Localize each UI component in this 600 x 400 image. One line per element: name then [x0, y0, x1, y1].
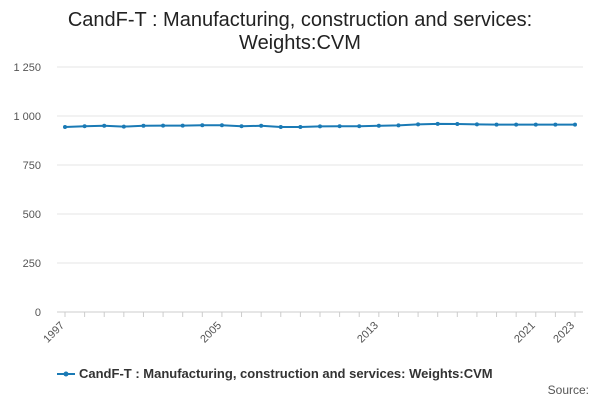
data-point[interactable] [357, 124, 362, 129]
x-tick-label: 2023 [551, 320, 577, 346]
legend-point-marker [63, 371, 69, 377]
y-tick-label: 750 [23, 160, 41, 172]
data-point[interactable] [553, 122, 558, 127]
data-point[interactable] [239, 124, 244, 129]
gridlines [57, 66, 583, 313]
x-tick-label: 1997 [41, 320, 67, 346]
data-point[interactable] [82, 124, 87, 129]
y-tick-label: 500 [23, 209, 41, 221]
data-point[interactable] [573, 122, 577, 127]
data-point[interactable] [435, 121, 440, 126]
x-tick-label: 2005 [198, 320, 224, 346]
x-tick-label: 2013 [355, 320, 381, 346]
data-point[interactable] [474, 122, 479, 127]
data-point[interactable] [533, 122, 538, 127]
data-point[interactable] [200, 123, 205, 128]
legend[interactable]: CandF-T : Manufacturing, construction an… [57, 366, 493, 381]
y-tick-label: 250 [23, 258, 41, 270]
data-point[interactable] [396, 123, 401, 128]
chart-title-line-2: Weights:CVM [239, 32, 361, 54]
data-point[interactable] [121, 124, 126, 129]
data-point[interactable] [416, 122, 421, 127]
data-point[interactable] [259, 123, 264, 128]
data-point[interactable] [180, 123, 185, 128]
data-point[interactable] [455, 122, 460, 127]
data-point[interactable] [102, 123, 107, 128]
data-point[interactable] [219, 123, 224, 128]
x-tick-label: 2021 [512, 320, 538, 346]
y-tick-label: 0 [35, 307, 41, 319]
data-point[interactable] [318, 124, 322, 129]
axes: 0 250 500 750 1 000 1 250 1997 2005 2013 2021 2023 [13, 62, 583, 345]
data-point[interactable] [298, 124, 303, 129]
y-tick-label: 1 250 [13, 62, 41, 74]
data-point[interactable] [278, 124, 283, 129]
source-label: Source: [548, 383, 589, 397]
y-tick-label: 1 000 [13, 111, 41, 123]
data-point[interactable] [494, 122, 499, 127]
data-point[interactable] [141, 123, 146, 128]
chart-title-line-1: CandF-T : Manufacturing, construction an… [68, 9, 532, 31]
data-point[interactable] [63, 124, 67, 129]
data-point[interactable] [514, 122, 519, 127]
data-point[interactable] [337, 124, 342, 129]
data-point[interactable] [161, 123, 166, 128]
series-layer [63, 121, 577, 129]
legend-label: CandF-T : Manufacturing, construction an… [79, 366, 493, 381]
data-point[interactable] [376, 123, 381, 128]
